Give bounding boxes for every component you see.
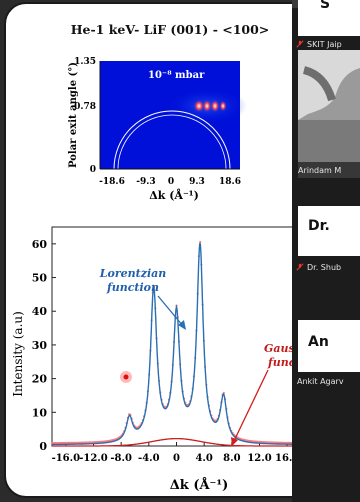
participant-video[interactable] bbox=[298, 50, 360, 178]
top-xtick: -18.6 bbox=[99, 177, 125, 187]
mic-off-icon bbox=[296, 40, 304, 48]
x-tick-label: -8.0 bbox=[110, 453, 132, 464]
x-tick-label: 12.0 bbox=[247, 453, 271, 464]
x-tick-label: 16.0 bbox=[275, 453, 299, 464]
top-ytick: 1.35 bbox=[74, 57, 96, 67]
top-xtick: 9.3 bbox=[189, 177, 205, 187]
x-tick-label: 8.0 bbox=[223, 453, 240, 464]
diffraction-pattern-plot: 10⁻⁸ mbar 1.35 0.78 0 Polar exit angle (… bbox=[68, 57, 247, 202]
gaussian-label-line1: Gauss. bbox=[264, 342, 300, 355]
laser-pointer-dot bbox=[123, 374, 129, 380]
laue-circle-outer bbox=[113, 110, 231, 170]
x-tick-label: -4.0 bbox=[138, 453, 160, 464]
y-tick-label: 0 bbox=[39, 440, 47, 453]
lorentzian-label-line1: Lorentzian bbox=[99, 267, 167, 280]
pressure-label: 10⁻⁸ mbar bbox=[148, 70, 205, 81]
gaussian-curve bbox=[52, 437, 300, 447]
data-point bbox=[199, 240, 202, 244]
participant-initials: An bbox=[308, 334, 329, 350]
participant-initials: S bbox=[320, 0, 331, 12]
lorentzian-fit-curve bbox=[52, 242, 300, 446]
x-tick-label: 4.0 bbox=[195, 453, 212, 464]
x-tick-label: 0 bbox=[173, 453, 180, 464]
gaussian-arrow bbox=[233, 369, 269, 442]
lorentzian-label-line2: function bbox=[106, 281, 159, 294]
diffraction-spot bbox=[193, 99, 205, 113]
mic-off-icon bbox=[296, 263, 304, 271]
y-tick-label: 60 bbox=[32, 238, 48, 251]
lorentzian-arrowhead bbox=[178, 320, 186, 330]
top-xlabel: Δk (Å⁻¹) bbox=[149, 188, 199, 202]
gaussian-arrowhead bbox=[231, 437, 238, 446]
x-tick-label: -12.0 bbox=[79, 453, 108, 464]
participant-name: Dr. Shub bbox=[296, 263, 341, 272]
participant-tile[interactable]: An bbox=[298, 320, 360, 372]
participant-tile[interactable]: Dr. bbox=[298, 206, 360, 256]
slide-title: He-1 keV- LiF (001) - <100> bbox=[70, 22, 270, 37]
main-ylabel: Intensity (a.u) bbox=[11, 311, 25, 397]
main-xlabel: Δk (Å⁻¹) bbox=[170, 477, 229, 493]
participant-name: SKIT Jaip bbox=[296, 40, 342, 49]
y-tick-label: 20 bbox=[32, 373, 48, 386]
lorentzian-arrow bbox=[157, 295, 184, 327]
video-frame bbox=[298, 50, 360, 178]
top-ylabel: Polar exit angle (°) bbox=[68, 62, 79, 168]
y-tick-label: 30 bbox=[32, 339, 48, 352]
participant-initials: Dr. bbox=[308, 218, 330, 234]
top-xtick: 18.6 bbox=[219, 177, 241, 187]
diffraction-spot bbox=[219, 100, 227, 112]
plot-frame bbox=[51, 226, 300, 447]
laue-circle-inner bbox=[117, 114, 227, 170]
top-ytick: 0 bbox=[90, 165, 96, 175]
participant-tile[interactable]: S bbox=[298, 0, 360, 36]
y-tick-label: 10 bbox=[32, 406, 48, 419]
top-ytick: 0.78 bbox=[74, 102, 96, 112]
participant-name: Arindam M bbox=[298, 166, 342, 175]
y-tick-label: 50 bbox=[32, 272, 48, 285]
x-tick-label: -16.0 bbox=[52, 453, 81, 464]
gaussian-label-line2: functi bbox=[267, 356, 300, 369]
intensity-chart: 0 10 20 30 40 50 60 -16.0 -12.0 -8.0 -4.0 0 4.0 8.0 12… bbox=[11, 226, 300, 493]
top-xtick: -9.3 bbox=[136, 177, 155, 187]
y-tick-label: 40 bbox=[32, 305, 48, 318]
diffraction-spot bbox=[202, 99, 212, 113]
top-xtick: 0 bbox=[168, 177, 174, 187]
diffraction-spot bbox=[210, 99, 220, 113]
participant-name: Ankit Agarv bbox=[297, 377, 344, 386]
